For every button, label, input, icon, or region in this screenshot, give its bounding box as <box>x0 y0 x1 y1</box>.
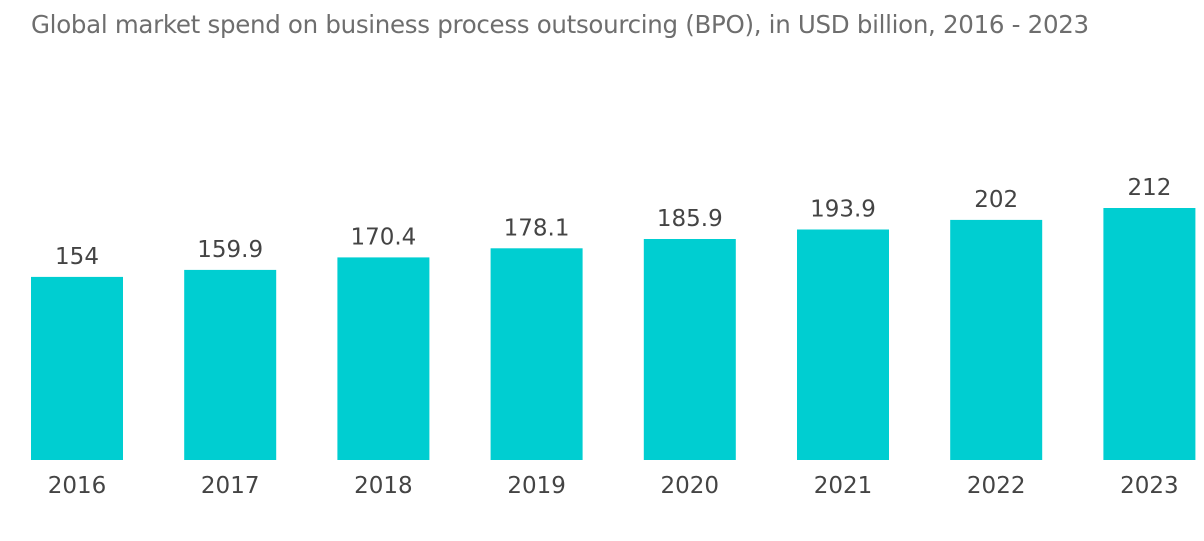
x-tick-label-2019: 2019 <box>507 473 566 499</box>
bar-2022 <box>950 219 1043 460</box>
x-tick-label-2018: 2018 <box>354 473 413 499</box>
bar-value-label-2023: 212 <box>1127 175 1171 201</box>
bar-value-label-2016: 154 <box>55 244 99 270</box>
bar-2019 <box>490 248 583 460</box>
x-tick-label-2016: 2016 <box>48 473 107 499</box>
bar-2020 <box>643 239 736 460</box>
x-tick-label-2017: 2017 <box>201 473 260 499</box>
bar-2017 <box>184 269 277 460</box>
chart-title: Global market spend on business process … <box>31 10 1089 39</box>
bars-group <box>31 208 1196 460</box>
x-tick-label-2022: 2022 <box>967 473 1026 499</box>
x-tick-label-2020: 2020 <box>661 473 720 499</box>
value-labels-group: 154 159.9 170.4 178.1 185.9 193.9 202 212 <box>55 175 1171 270</box>
bar-value-label-2020: 185.9 <box>657 206 723 232</box>
x-tick-label-2021: 2021 <box>814 473 873 499</box>
bar-value-label-2021: 193.9 <box>810 197 876 223</box>
bar-value-label-2017: 159.9 <box>197 237 263 263</box>
x-tick-label-2023: 2023 <box>1120 473 1179 499</box>
bar-2018 <box>337 257 430 460</box>
bar-2023 <box>1103 208 1196 460</box>
bar-value-label-2019: 178.1 <box>504 215 570 241</box>
bar-value-label-2018: 170.4 <box>350 224 416 250</box>
bar-2021 <box>797 229 889 460</box>
bar-2016 <box>31 276 123 460</box>
bar-value-label-2022: 202 <box>974 187 1018 213</box>
x-axis-tick-labels: 2016 2017 2018 2019 2020 2021 2022 2023 <box>48 473 1179 499</box>
